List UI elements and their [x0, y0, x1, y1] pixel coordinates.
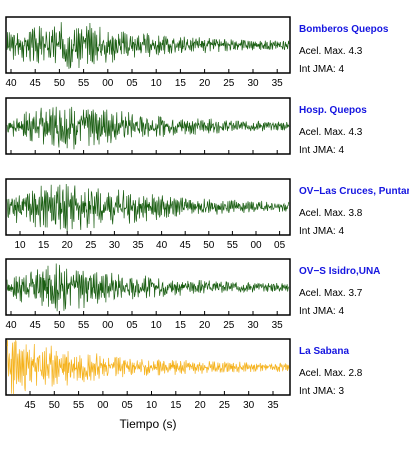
x-tick-label: 10: [151, 78, 163, 89]
x-tick-label: 30: [243, 400, 255, 411]
x-tick-label: 00: [250, 240, 262, 251]
station-name: La Sabana: [299, 346, 350, 357]
waveform-trace: [6, 106, 290, 150]
seismogram-panel: 45 50 55 00 05 10 15 20 25 30 35: [5, 338, 291, 411]
x-tick-label: 45: [24, 400, 36, 411]
x-tick-label: 45: [30, 78, 42, 89]
waveform-trace: [6, 184, 290, 232]
x-tick-label: 35: [267, 400, 279, 411]
seismogram-panel: 40 45 50 55 00 05 10 15 20 25 30 35: [5, 16, 291, 89]
station-name: Bomberos Quepos: [299, 24, 389, 35]
x-tick-label: 30: [247, 78, 259, 89]
acceleration-max: Acel. Max. 4.3: [299, 127, 363, 138]
x-tick-label: 20: [199, 320, 211, 331]
x-tick-label: 55: [73, 400, 85, 411]
x-tick-label: 00: [102, 78, 114, 89]
acceleration-max: Acel. Max. 3.8: [299, 208, 363, 219]
seismogram-panel: [5, 97, 291, 155]
panel-frame: [5, 258, 291, 316]
acceleration-max: Acel. Max. 4.3: [299, 46, 363, 57]
x-tick-label: 25: [219, 400, 231, 411]
x-tick-label: 15: [38, 240, 50, 251]
x-tick-label: 20: [199, 78, 211, 89]
x-tick-label: 25: [223, 320, 235, 331]
x-tick-label: 40: [156, 240, 168, 251]
x-tick-label: 05: [126, 78, 138, 89]
x-tick-label: 00: [97, 400, 109, 411]
x-tick-label: 05: [122, 400, 134, 411]
acceleration-max: Acel. Max. 2.8: [299, 368, 363, 379]
station-name: OV−Las Cruces, Puntar: [299, 186, 409, 197]
x-tick-label: 55: [78, 320, 90, 331]
x-tick-label: 50: [203, 240, 215, 251]
station-name: OV−S Isidro,UNA: [299, 266, 381, 277]
x-tick-label: 25: [223, 78, 235, 89]
waveform-trace: [6, 339, 290, 395]
x-tick-label: 55: [227, 240, 239, 251]
waveform-trace: [6, 22, 290, 69]
jma-intensity: Int JMA: 3: [299, 386, 345, 397]
x-tick-label: 35: [272, 78, 284, 89]
x-tick-label: 10: [151, 320, 163, 331]
x-tick-label: 45: [30, 320, 42, 331]
x-tick-label: 35: [132, 240, 144, 251]
x-tick-label: 20: [195, 400, 207, 411]
x-axis-label: Tiempo (s): [120, 417, 177, 431]
x-tick-label: 10: [14, 240, 26, 251]
jma-intensity: Int JMA: 4: [299, 64, 345, 75]
x-tick-label: 50: [49, 400, 61, 411]
x-tick-label: 15: [175, 320, 187, 331]
jma-intensity: Int JMA: 4: [299, 145, 345, 156]
x-tick-label: 35: [272, 320, 284, 331]
x-tick-label: 05: [274, 240, 286, 251]
x-tick-label: 40: [5, 320, 17, 331]
x-tick-label: 55: [78, 78, 90, 89]
x-tick-label: 15: [175, 78, 187, 89]
panel-frame: [5, 97, 291, 155]
x-tick-label: 05: [126, 320, 138, 331]
x-tick-label: 30: [109, 240, 121, 251]
seismogram-panel: 40 45 50 55 00 05 10 15 20 25 30 35: [5, 258, 291, 331]
seismogram-panel: 10 15 20 25 30 35 40 45 50 55 00 05: [5, 178, 291, 251]
panel-frame: [5, 178, 291, 236]
jma-intensity: Int JMA: 4: [299, 226, 345, 237]
x-tick-label: 10: [146, 400, 158, 411]
jma-intensity: Int JMA: 4: [299, 306, 345, 317]
waveform-trace: [6, 263, 290, 312]
x-tick-label: 45: [180, 240, 192, 251]
x-tick-label: 00: [102, 320, 114, 331]
station-name: Hosp. Quepos: [299, 105, 367, 116]
x-tick-label: 40: [5, 78, 17, 89]
x-tick-label: 20: [62, 240, 74, 251]
x-tick-label: 25: [85, 240, 97, 251]
x-tick-label: 15: [170, 400, 182, 411]
panel-frame: [5, 338, 291, 396]
x-tick-label: 50: [54, 320, 66, 331]
x-tick-label: 50: [54, 78, 66, 89]
panel-frame: [5, 16, 291, 74]
acceleration-max: Acel. Max. 3.7: [299, 288, 363, 299]
x-tick-label: 30: [247, 320, 259, 331]
